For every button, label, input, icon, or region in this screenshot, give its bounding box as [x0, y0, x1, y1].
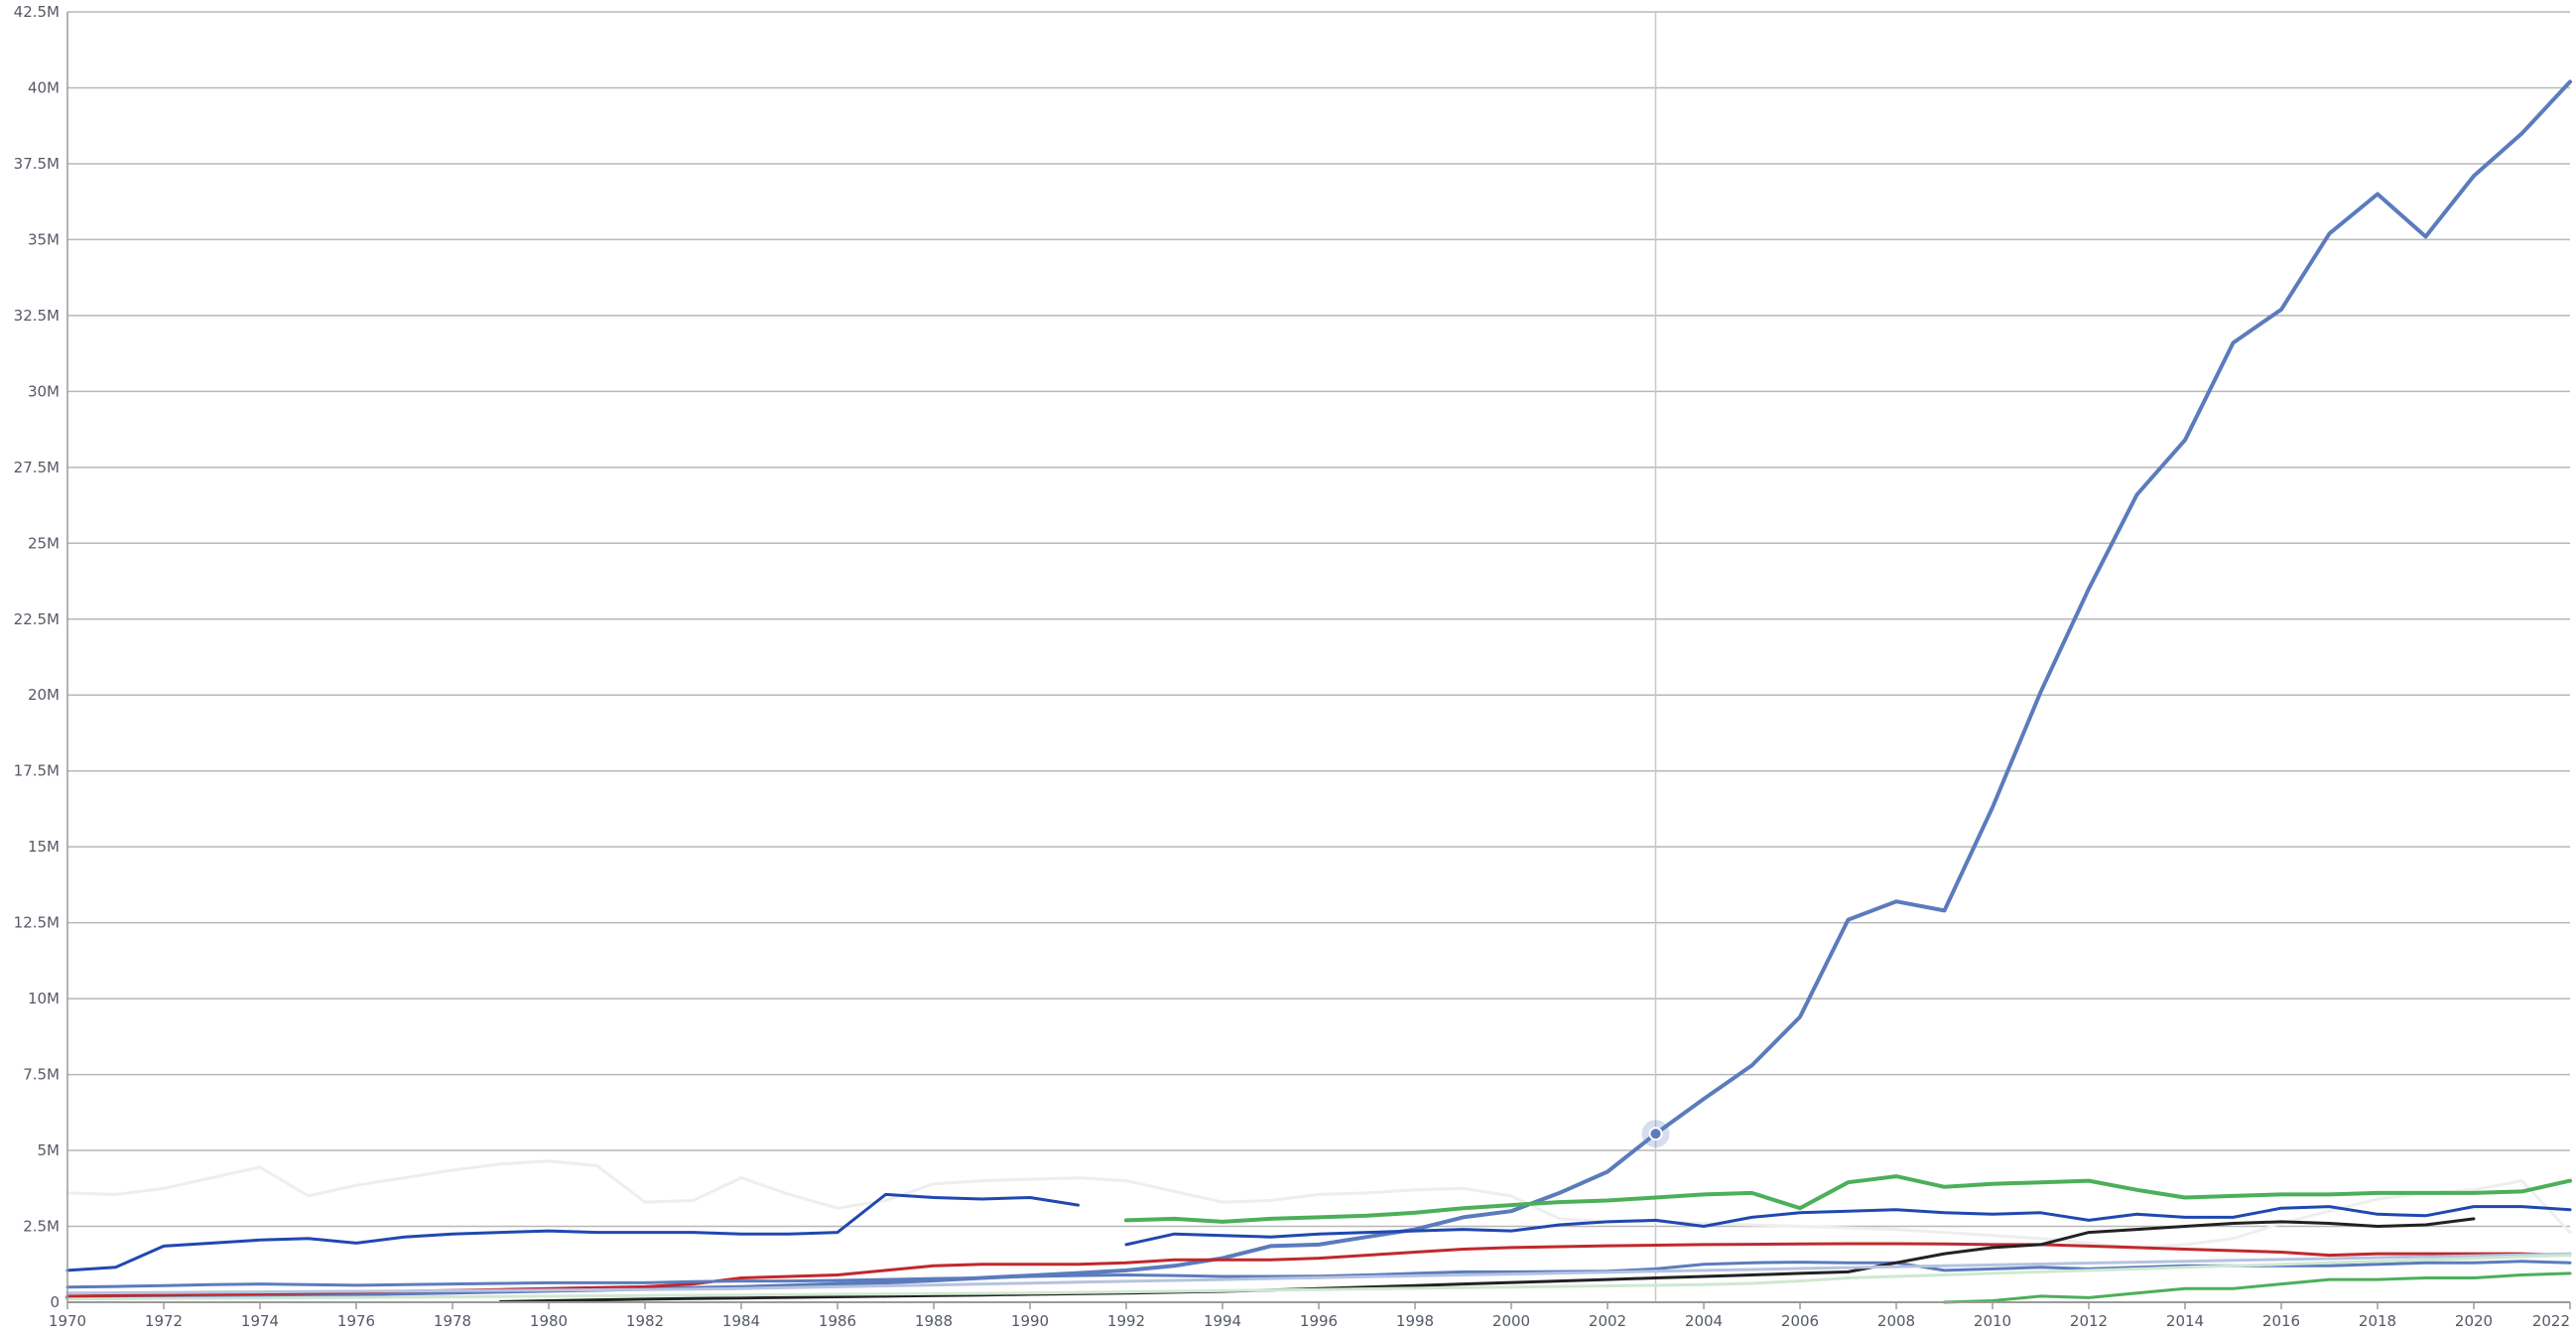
y-tick-label-4: 10M [28, 990, 60, 1007]
x-tick-label-0: 1970 [49, 1312, 86, 1330]
hover-marker-point[interactable] [1648, 1127, 1663, 1141]
y-tick-label-8: 20M [28, 686, 60, 704]
x-tick-label-11: 1992 [1107, 1312, 1145, 1330]
x-tick-label-21: 2012 [2070, 1312, 2108, 1330]
series-line-8[interactable] [65, 1252, 2572, 1295]
x-tick-label-22: 2014 [2166, 1312, 2204, 1330]
series-line-1[interactable] [65, 1159, 2572, 1250]
x-tick-label-15: 2000 [1492, 1312, 1530, 1330]
x-axis-tick-labels: 1970 1972 1974 1976 1978 1980 1982 1984 1986 1988… [49, 1312, 2570, 1330]
y-tick-label-7: 17.5M [14, 762, 60, 780]
y-tick-label-0: 0 [50, 1293, 60, 1311]
x-tick-label-26: 2022 [2532, 1312, 2570, 1330]
y-tick-label-5: 12.5M [14, 914, 60, 932]
y-tick-label-16: 40M [28, 78, 60, 96]
y-tick-label-11: 27.5M [14, 459, 60, 476]
x-tick-label-3: 1976 [337, 1312, 375, 1330]
x-tick-label-20: 2010 [1974, 1312, 2011, 1330]
series-line-2[interactable] [65, 1192, 1080, 1272]
x-tick-label-8: 1986 [819, 1312, 856, 1330]
grid-lines [67, 11, 2570, 1303]
x-tick-label-13: 1996 [1300, 1312, 1338, 1330]
x-tick-label-5: 1980 [530, 1312, 568, 1330]
series-line-3[interactable] [1124, 1205, 2572, 1247]
y-tick-label-13: 32.5M [14, 307, 60, 325]
y-tick-label-6: 15M [28, 838, 60, 856]
x-tick-label-24: 2018 [2359, 1312, 2396, 1330]
y-tick-label-2: 5M [38, 1141, 61, 1159]
x-tick-label-12: 1994 [1204, 1312, 1241, 1330]
x-tick-label-4: 1978 [434, 1312, 471, 1330]
series-line-10[interactable] [1943, 1271, 2572, 1304]
y-tick-label-14: 35M [28, 230, 60, 248]
x-tick-label-16: 2002 [1589, 1312, 1626, 1330]
x-tick-label-10: 1990 [1011, 1312, 1049, 1330]
series-line-9[interactable] [65, 1254, 2572, 1301]
x-tick-label-18: 2006 [1781, 1312, 1819, 1330]
series-line-7[interactable] [499, 1217, 2476, 1303]
y-tick-label-12: 30M [28, 382, 60, 400]
series-lines[interactable] [65, 79, 2572, 1304]
x-tick-label-9: 1988 [915, 1312, 953, 1330]
y-tick-label-15: 37.5M [14, 155, 60, 173]
x-tick-label-19: 2008 [1877, 1312, 1915, 1330]
hover-marker[interactable] [1641, 1120, 1670, 1148]
x-tick-label-2: 1974 [241, 1312, 279, 1330]
x-tick-label-7: 1984 [722, 1312, 760, 1330]
y-tick-label-3: 7.5M [23, 1066, 60, 1084]
y-tick-label-17: 42.5M [14, 3, 60, 21]
axes [66, 12, 2571, 1309]
y-tick-label-10: 25M [28, 534, 60, 552]
x-tick-label-17: 2004 [1685, 1312, 1723, 1330]
x-tick-label-25: 2020 [2455, 1312, 2493, 1330]
x-tick-label-6: 1982 [626, 1312, 664, 1330]
x-tick-label-14: 1998 [1396, 1312, 1434, 1330]
y-axis-tick-labels: 0 2.5M 5M 7.5M 10M 12.5M 15M 17.5M 20M 22.5M 25M 27… [14, 3, 60, 1311]
y-tick-label-9: 22.5M [14, 610, 60, 628]
series-line-4[interactable] [1124, 1174, 2572, 1224]
x-tick-label-1: 1972 [145, 1312, 183, 1330]
y-tick-label-1: 2.5M [23, 1218, 60, 1236]
x-tick-label-23: 2016 [2262, 1312, 2300, 1330]
